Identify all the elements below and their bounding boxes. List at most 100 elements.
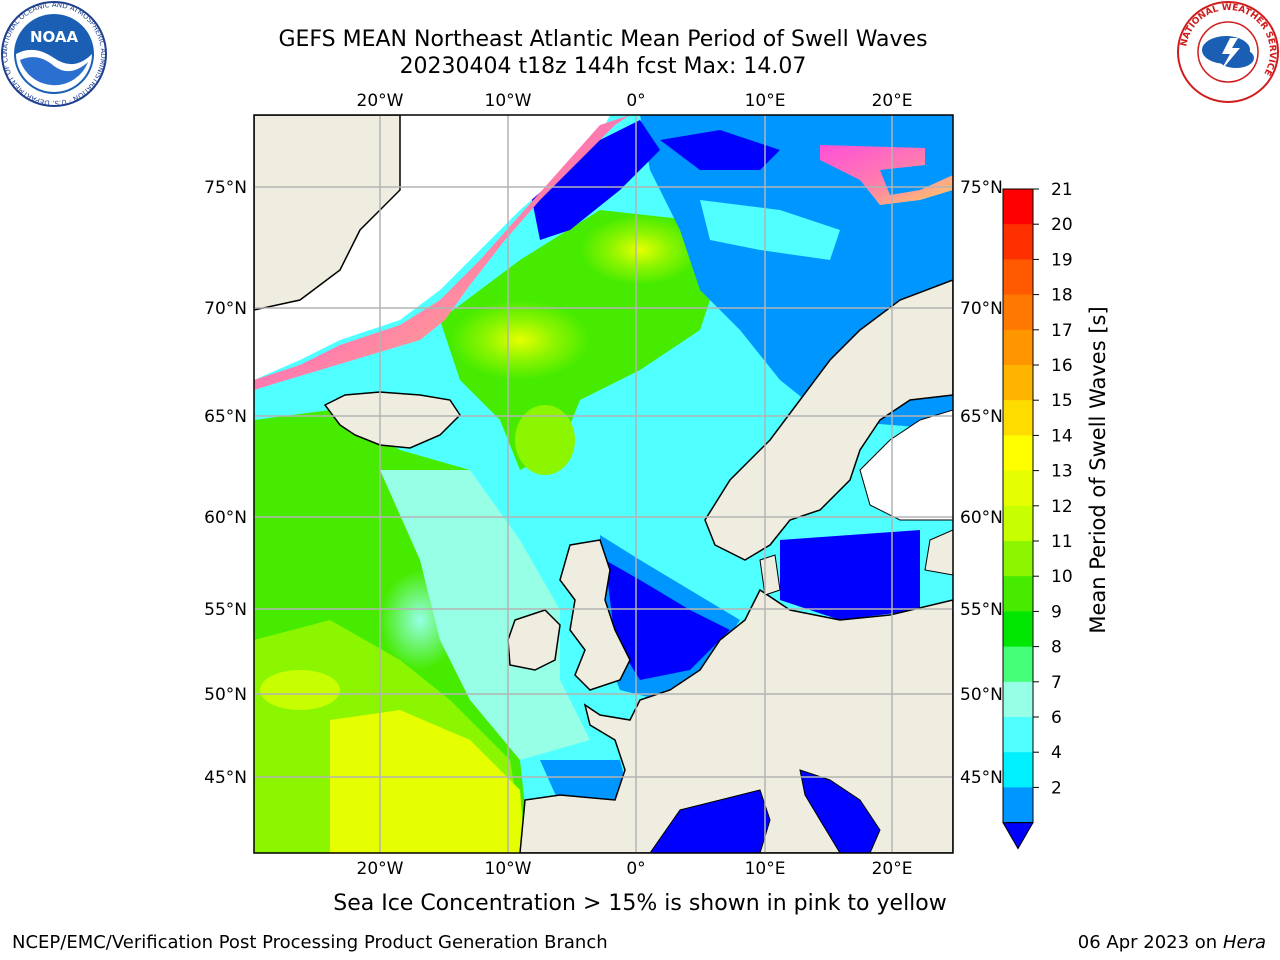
colorbar-tick-label: 4: [1051, 743, 1062, 763]
land-patch: [924, 529, 953, 576]
lon-label-top: 20°E: [872, 91, 913, 111]
colorbar-title: Mean Period of Swell Waves [s]: [1086, 306, 1110, 634]
swell-zone-8-9s: [380, 470, 590, 760]
colorbar-tick-label: 17: [1051, 321, 1073, 341]
colorbar-segment: [1003, 505, 1033, 542]
map-frame: [253, 114, 954, 854]
lon-label-bottom: 20°W: [357, 859, 404, 879]
swell-patch: [700, 200, 840, 260]
colorbar-segment: [1003, 541, 1033, 577]
colorbar-segment: [1003, 470, 1033, 507]
swell-zone-13-14s: [330, 710, 525, 853]
swell-patch: [660, 130, 780, 170]
colorbar-segment: [1003, 259, 1033, 296]
lon-label-bottom: 0°: [626, 859, 645, 879]
adriatic-zone: [799, 769, 881, 853]
colorbar-extend-arrow: [1002, 822, 1034, 850]
colorbar-segment: [1003, 681, 1033, 718]
lat-label-left: 70°N: [204, 299, 247, 319]
colorbar-tick-label: 19: [1051, 250, 1073, 270]
iceland: [323, 391, 461, 449]
colorbar-segment: [1003, 435, 1033, 472]
lat-label-right: 50°N: [960, 685, 1003, 705]
colorbar-tick-label: 14: [1051, 426, 1073, 446]
lat-label-right: 45°N: [960, 768, 1003, 788]
swell-zone-below-2s: [530, 120, 660, 240]
lat-label-right: 75°N: [960, 178, 1003, 198]
lat-label-left: 75°N: [204, 178, 247, 198]
lon-label-top: 10°W: [485, 91, 532, 111]
footer-host: Hera: [1222, 932, 1266, 953]
lat-label-left: 50°N: [204, 685, 247, 705]
graticule: [254, 115, 953, 853]
sea-ice-edge-band: [254, 115, 630, 390]
ocean-patch: [649, 789, 771, 853]
map-title: GEFS MEAN Northeast Atlantic Mean Period…: [278, 27, 928, 52]
continental-europe: [519, 588, 953, 853]
lat-label-left: 60°N: [204, 508, 247, 528]
lon-label-bottom: 10°E: [745, 859, 786, 879]
swell-patch: [540, 760, 630, 805]
ireland: [507, 609, 561, 671]
lat-label-left: 65°N: [204, 407, 247, 427]
swell-patch: [580, 215, 700, 285]
colorbar-tick-label: 12: [1051, 497, 1073, 517]
footer-credit: NCEP/EMC/Verification Post Processing Pr…: [12, 932, 608, 953]
nws-logo: NATIONAL WEATHER SERVICE: [1177, 1, 1279, 103]
colorbar-tick-label: 7: [1051, 673, 1062, 693]
lon-label-top: 10°E: [745, 91, 786, 111]
colorbar-tick-label: 9: [1051, 602, 1062, 622]
swell-patch: [260, 510, 340, 610]
colorbar-segment: [1003, 646, 1033, 683]
colorbar-tick-label: 11: [1051, 532, 1073, 552]
colorbar-segment: [1003, 294, 1033, 331]
svg-text:NOAA: NOAA: [30, 28, 79, 46]
colorbar-segment: [1003, 224, 1033, 260]
lon-label-top: 0°: [626, 91, 645, 111]
noaa-logo: NATIONAL OCEANIC AND ATMOSPHERIC ADMINIS…: [0, 0, 107, 107]
colorbar-segment: [1003, 576, 1033, 612]
footer-date-text: 06 Apr 2023 on: [1077, 932, 1223, 953]
lat-label-left: 55°N: [204, 600, 247, 620]
colorbar-segment: [1003, 365, 1033, 401]
colorbar-segment: [1003, 400, 1033, 436]
baltic-sea-zone: [780, 530, 920, 620]
lon-label-bottom: 10°W: [485, 859, 532, 879]
colorbar-tick-label: 21: [1051, 180, 1073, 200]
colorbar-tick-label: 13: [1051, 462, 1073, 482]
swell-patch: [515, 405, 575, 475]
colorbar-tick-label: 10: [1051, 567, 1073, 587]
scandinavia: [704, 279, 953, 561]
colorbar-tick-label: 20: [1051, 215, 1073, 235]
swell-patch: [260, 670, 340, 710]
colorbar-ticks: 21 20 19 18 17 16 15 14 13 12 11 10 9 8 7 6 4 2: [1033, 180, 1073, 798]
lon-label-top: 20°W: [357, 91, 404, 111]
lat-label-right: 65°N: [960, 407, 1003, 427]
sea-ice-svalbard-band: [820, 145, 953, 205]
colorbar-segment: [1003, 611, 1033, 648]
swell-patch: [450, 300, 590, 380]
lat-label-right: 70°N: [960, 299, 1003, 319]
lon-label-bottom: 20°E: [872, 859, 913, 879]
colorbar-tick-label: 8: [1051, 638, 1062, 658]
colorbar-tick-label: 2: [1051, 778, 1062, 798]
colorbar-tick-label: 6: [1051, 708, 1062, 728]
footer-date: 06 Apr 2023 on Hera: [1078, 932, 1266, 953]
colorbar-segment: [1003, 717, 1033, 753]
lat-label-right: 60°N: [960, 508, 1003, 528]
colorbar: [1002, 188, 1034, 850]
colorbar-segment: [1003, 329, 1033, 366]
colorbar-segment: [1003, 787, 1033, 824]
gulf-of-bothnia-ice: [859, 409, 953, 521]
sea-ice-footnote: Sea Ice Concentration > 15% is shown in …: [333, 891, 947, 916]
colorbar-tick-label: 16: [1051, 356, 1073, 376]
colorbar-tick-label: 18: [1051, 286, 1073, 306]
lat-label-left: 45°N: [204, 768, 247, 788]
map-subtitle: 20230404 t18z 144h fcst Max: 14.07: [399, 54, 807, 79]
colorbar-segment: [1003, 752, 1033, 788]
great-britain: [559, 539, 631, 691]
colorbar-segment: [1003, 189, 1033, 225]
colorbar-tick-label: 15: [1051, 391, 1073, 411]
lat-label-right: 55°N: [960, 600, 1003, 620]
